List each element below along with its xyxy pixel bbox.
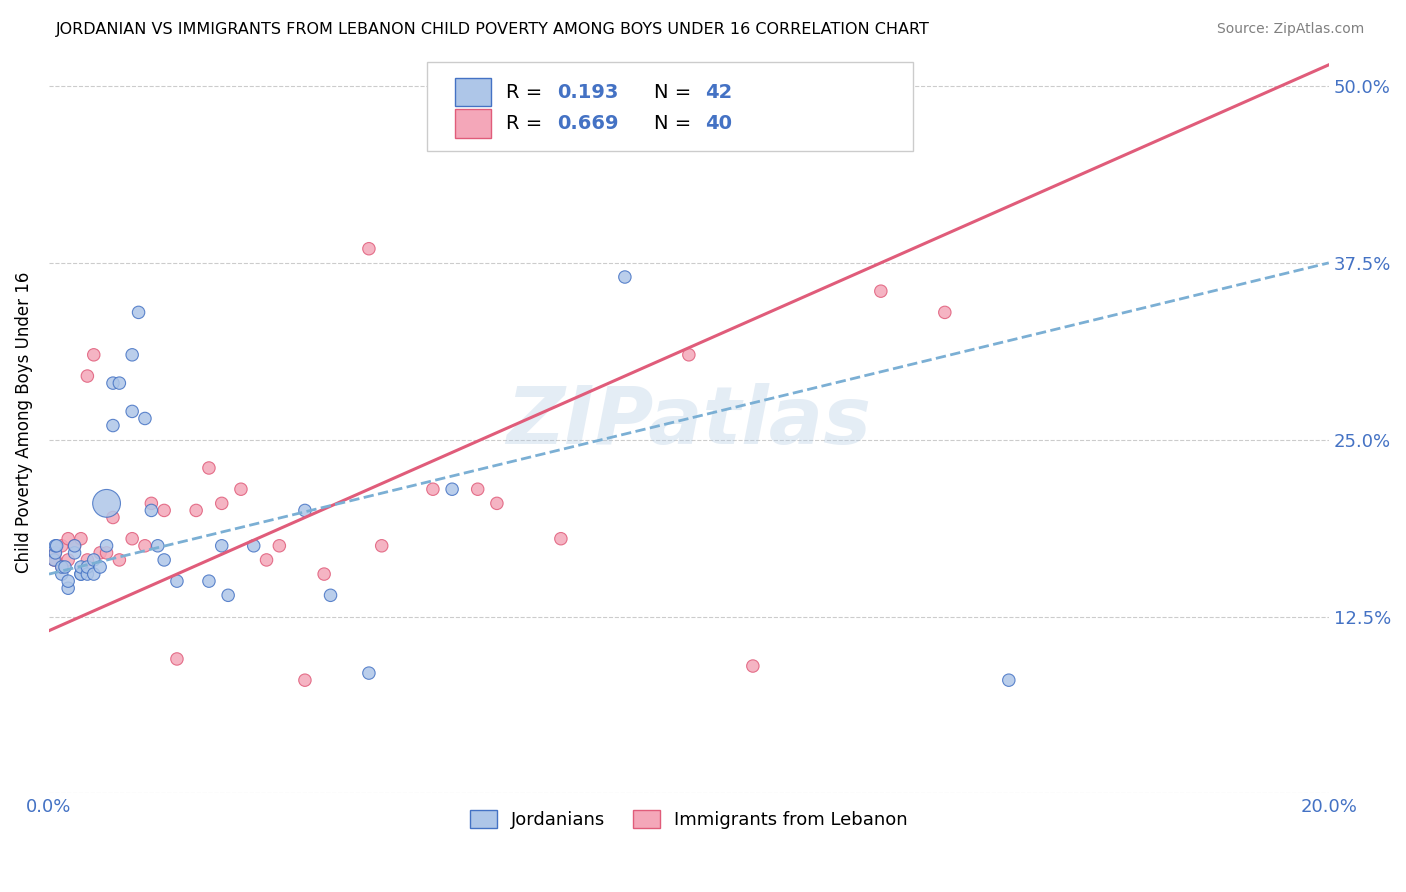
Point <box>42 553 65 567</box>
Point <box>44 546 66 560</box>
Point <box>44 546 66 560</box>
Point <box>96 546 118 560</box>
Point <box>76 369 98 384</box>
Point <box>44 553 66 567</box>
Point <box>101 510 124 524</box>
Point <box>56 581 79 595</box>
Point <box>70 567 93 582</box>
Text: N =: N = <box>654 114 697 133</box>
Point <box>70 560 93 574</box>
Point <box>141 496 163 510</box>
Point <box>108 553 131 567</box>
Bar <box>454 110 491 137</box>
Point <box>101 418 124 433</box>
Point <box>550 532 572 546</box>
Text: Source: ZipAtlas.com: Source: ZipAtlas.com <box>1216 22 1364 37</box>
Point <box>186 503 208 517</box>
Text: R =: R = <box>506 83 548 102</box>
FancyBboxPatch shape <box>426 62 912 151</box>
Point <box>141 503 163 517</box>
Point <box>613 72 636 87</box>
Point <box>613 270 636 285</box>
Point <box>134 539 156 553</box>
Point <box>998 673 1021 688</box>
Point <box>121 532 143 546</box>
Point <box>108 376 131 390</box>
Point <box>51 560 73 574</box>
Point <box>217 588 239 602</box>
Point <box>121 404 143 418</box>
Point <box>83 567 105 582</box>
Point <box>166 574 188 589</box>
Point <box>56 532 79 546</box>
Point <box>128 305 150 319</box>
Text: JORDANIAN VS IMMIGRANTS FROM LEBANON CHILD POVERTY AMONG BOYS UNDER 16 CORRELATI: JORDANIAN VS IMMIGRANTS FROM LEBANON CHI… <box>56 22 931 37</box>
Point <box>76 567 98 582</box>
Text: 0.669: 0.669 <box>557 114 619 133</box>
Point <box>56 574 79 589</box>
Point <box>166 652 188 666</box>
Point <box>357 242 380 256</box>
Point <box>153 553 176 567</box>
Point <box>96 496 118 510</box>
Text: 42: 42 <box>706 83 733 102</box>
Point <box>89 560 111 574</box>
Point <box>357 666 380 681</box>
Point <box>45 539 67 553</box>
Point <box>485 496 508 510</box>
Point <box>467 482 489 496</box>
Y-axis label: Child Poverty Among Boys Under 16: Child Poverty Among Boys Under 16 <box>15 271 32 573</box>
Point <box>934 305 956 319</box>
Point <box>211 539 233 553</box>
Point <box>51 560 73 574</box>
Point <box>63 539 86 553</box>
Point <box>269 539 291 553</box>
Point <box>319 588 342 602</box>
Point <box>51 567 73 582</box>
Point <box>51 539 73 553</box>
Point <box>370 539 392 553</box>
Point <box>242 539 264 553</box>
Point <box>198 461 221 475</box>
Text: 40: 40 <box>706 114 733 133</box>
Point <box>146 539 169 553</box>
Text: R =: R = <box>506 114 548 133</box>
Point <box>121 348 143 362</box>
Point <box>89 546 111 560</box>
Point <box>76 553 98 567</box>
Point <box>134 411 156 425</box>
Bar <box>454 78 491 106</box>
Point <box>101 376 124 390</box>
Point <box>53 560 76 574</box>
Point <box>869 284 891 298</box>
Point <box>76 560 98 574</box>
Point <box>96 539 118 553</box>
Text: N =: N = <box>654 83 697 102</box>
Point <box>678 348 700 362</box>
Point <box>153 503 176 517</box>
Point <box>294 503 316 517</box>
Point <box>44 539 66 553</box>
Point <box>42 553 65 567</box>
Point <box>70 532 93 546</box>
Point <box>198 574 221 589</box>
Point <box>83 348 105 362</box>
Text: ZIPatlas: ZIPatlas <box>506 383 872 461</box>
Point <box>294 673 316 688</box>
Point <box>422 482 444 496</box>
Point <box>256 553 278 567</box>
Point <box>229 482 252 496</box>
Point <box>83 553 105 567</box>
Point <box>314 567 336 582</box>
Point <box>56 553 79 567</box>
Point <box>441 482 464 496</box>
Legend: Jordanians, Immigrants from Lebanon: Jordanians, Immigrants from Lebanon <box>463 803 915 837</box>
Point <box>211 496 233 510</box>
Point <box>70 567 93 582</box>
Point <box>741 659 763 673</box>
Text: 0.193: 0.193 <box>557 83 619 102</box>
Point <box>63 546 86 560</box>
Point <box>63 539 86 553</box>
